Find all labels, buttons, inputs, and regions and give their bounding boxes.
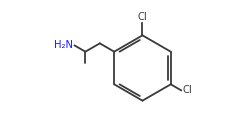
Text: H₂N: H₂N — [54, 40, 73, 50]
Text: Cl: Cl — [182, 85, 192, 95]
Text: Cl: Cl — [138, 12, 147, 22]
